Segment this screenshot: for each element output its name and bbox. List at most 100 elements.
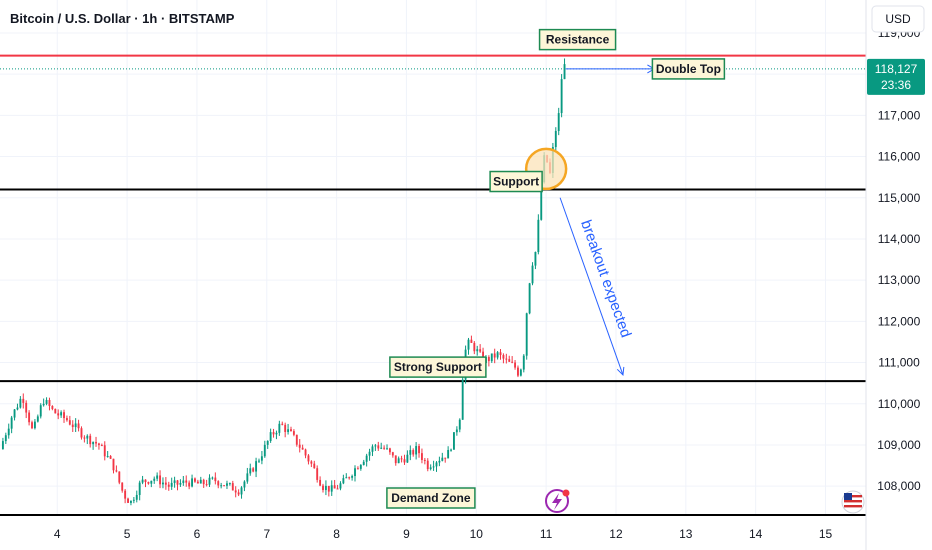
candle-body bbox=[92, 441, 95, 445]
candle-body bbox=[519, 369, 522, 376]
candle-body bbox=[194, 478, 196, 482]
x-tick-label: 10 bbox=[470, 527, 484, 541]
strong-support-label[interactable]: Strong Support bbox=[389, 356, 487, 378]
candle-body bbox=[400, 458, 403, 460]
candle-body bbox=[4, 435, 7, 442]
breakout-arrow[interactable] bbox=[559, 197, 624, 376]
x-tick-label: 11 bbox=[540, 527, 553, 541]
us-flag-icon[interactable] bbox=[841, 490, 865, 514]
candle-body bbox=[45, 400, 48, 404]
candle-body bbox=[470, 339, 473, 343]
support-label-text: Support bbox=[493, 175, 539, 189]
candle-body bbox=[57, 413, 60, 416]
candle-body bbox=[563, 64, 566, 80]
lightning-event-icon[interactable] bbox=[545, 489, 570, 513]
candle-body bbox=[394, 455, 397, 464]
candle-body bbox=[461, 379, 464, 420]
double-top-label[interactable]: Double Top bbox=[651, 58, 726, 80]
candle-body bbox=[260, 456, 263, 461]
candle-body bbox=[19, 398, 22, 408]
support-label[interactable]: Support bbox=[489, 170, 543, 193]
candle-body bbox=[132, 499, 135, 501]
candle-body bbox=[10, 417, 13, 429]
candle-body bbox=[176, 480, 179, 485]
candle-body bbox=[406, 454, 409, 463]
candle-body bbox=[368, 451, 371, 456]
candle-body bbox=[511, 361, 514, 363]
candle-body bbox=[487, 357, 490, 362]
candle-body bbox=[450, 449, 452, 451]
candle-body bbox=[243, 481, 246, 488]
breakout-arrowhead bbox=[616, 366, 625, 377]
candle-body bbox=[211, 477, 214, 479]
candle-body bbox=[80, 428, 83, 438]
candle-body bbox=[377, 445, 380, 449]
candle-body bbox=[330, 485, 333, 492]
candle-body bbox=[307, 455, 310, 462]
candle-body bbox=[263, 444, 266, 457]
candle-body bbox=[339, 483, 342, 489]
candle-body bbox=[25, 402, 28, 413]
candle-body bbox=[162, 482, 164, 485]
candle-body bbox=[345, 477, 348, 479]
y-tick-label: 110,000 bbox=[878, 397, 921, 411]
candle-body bbox=[557, 113, 560, 131]
candle-body bbox=[528, 283, 531, 314]
candle-body bbox=[249, 468, 252, 474]
candle-body bbox=[505, 358, 508, 360]
candle-body bbox=[130, 500, 132, 503]
x-tick-label: 7 bbox=[263, 527, 270, 541]
candle-body bbox=[493, 353, 496, 358]
x-tick-label: 13 bbox=[679, 527, 693, 541]
candle-body bbox=[28, 412, 31, 423]
candle-body bbox=[118, 471, 121, 483]
candle-body bbox=[1, 441, 4, 450]
candle-body bbox=[359, 464, 362, 469]
time-axis[interactable]: 4 5 6 7 8 9 10 11 12 13 14 15 bbox=[54, 527, 833, 541]
candle-body bbox=[48, 400, 51, 406]
candle-body bbox=[60, 412, 63, 416]
candle-body bbox=[386, 448, 388, 450]
candle-body bbox=[255, 461, 258, 472]
candle-body bbox=[508, 359, 511, 362]
candle-body bbox=[246, 473, 249, 482]
candle-body bbox=[103, 445, 106, 457]
candle-body bbox=[141, 479, 144, 483]
candle-body bbox=[380, 447, 383, 449]
candle-body bbox=[97, 443, 100, 446]
x-tick-label: 6 bbox=[194, 527, 201, 541]
candle-body bbox=[150, 480, 153, 484]
candle-body bbox=[109, 456, 112, 459]
currency-selector[interactable]: USD bbox=[871, 5, 925, 33]
candle-body bbox=[412, 450, 415, 455]
y-tick-label: 112,000 bbox=[878, 314, 921, 328]
candle-body bbox=[453, 432, 455, 450]
candle-body bbox=[275, 432, 278, 435]
candle-body bbox=[365, 455, 368, 462]
candle-body bbox=[74, 423, 77, 428]
candle-body bbox=[458, 419, 461, 430]
candle-body bbox=[173, 480, 176, 483]
candle-body bbox=[115, 470, 118, 472]
candle-body bbox=[301, 447, 304, 450]
candle-body bbox=[455, 429, 458, 433]
x-tick-label: 9 bbox=[403, 527, 410, 541]
candle-body bbox=[226, 483, 228, 486]
candle-body bbox=[333, 485, 336, 489]
candle-body bbox=[135, 494, 138, 500]
candle-body bbox=[383, 447, 386, 449]
candle-body bbox=[490, 353, 493, 362]
last-price-badge: 118,127 23:36 bbox=[867, 58, 925, 95]
candle-body bbox=[89, 435, 92, 445]
candle-body bbox=[319, 479, 322, 486]
last-price-countdown: 23:36 bbox=[881, 78, 911, 92]
demand-zone-label[interactable]: Demand Zone bbox=[386, 487, 476, 509]
candle-body bbox=[522, 355, 525, 370]
x-tick-label: 14 bbox=[749, 527, 763, 541]
candle-body bbox=[537, 219, 540, 253]
resistance-label[interactable]: Resistance bbox=[538, 28, 617, 51]
candle-body bbox=[290, 429, 292, 432]
candle-body bbox=[156, 475, 159, 479]
candle-body bbox=[164, 482, 167, 485]
x-tick-label: 12 bbox=[609, 527, 623, 541]
